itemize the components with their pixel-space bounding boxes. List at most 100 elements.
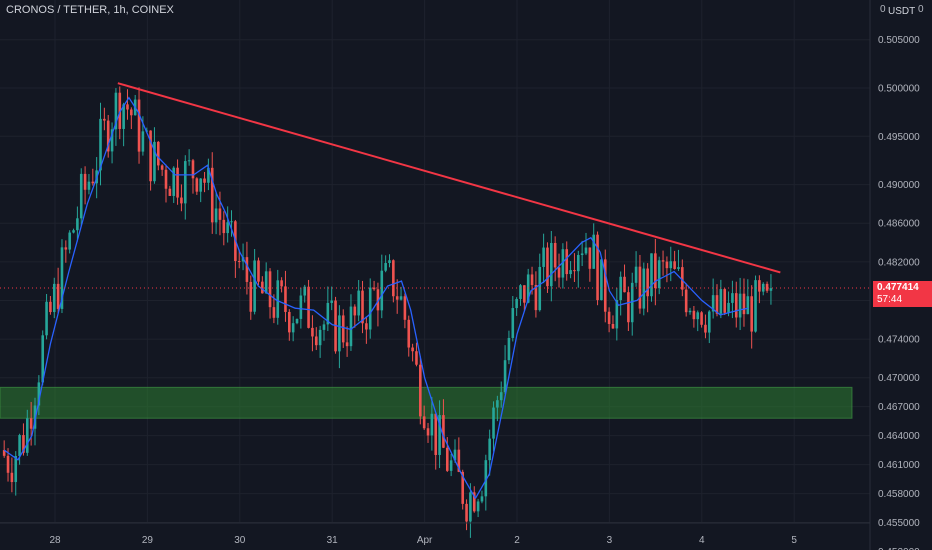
candle-body <box>195 178 199 192</box>
candle-body <box>214 208 218 223</box>
candle-body <box>461 471 464 504</box>
candle-body <box>623 276 626 293</box>
candles <box>2 86 773 538</box>
candle-body <box>684 289 688 313</box>
candle-body <box>365 323 368 330</box>
candle-body <box>368 287 372 330</box>
candle-body <box>673 261 676 269</box>
candle-body <box>349 306 353 347</box>
candle-body <box>295 318 299 324</box>
candle-body <box>149 130 152 182</box>
candle-body <box>76 218 79 231</box>
candle-body <box>291 323 295 333</box>
candle-body <box>484 460 488 497</box>
price-tick-label: 0.461000 <box>878 460 920 471</box>
candle-body <box>380 270 384 311</box>
candle-body <box>264 271 268 294</box>
candle-body <box>719 289 723 314</box>
candle-body <box>37 382 41 406</box>
candle-body <box>87 181 91 190</box>
candle-body <box>376 289 380 311</box>
candle-body <box>573 270 576 272</box>
price-axis-top-left: 0 <box>880 4 886 15</box>
candle-body <box>183 161 187 204</box>
candle-body <box>311 327 314 337</box>
candle-body <box>769 288 773 291</box>
candle-body <box>79 173 83 219</box>
candle-body <box>72 230 75 233</box>
candle-body <box>707 311 711 333</box>
price-tick-label: 0.500000 <box>878 84 920 95</box>
candle-body <box>761 283 765 292</box>
candle-body <box>330 300 333 303</box>
candle-body <box>565 249 569 275</box>
candle-body <box>627 292 630 323</box>
candle-body <box>395 296 399 300</box>
candle-body <box>284 286 287 312</box>
candle-body <box>29 418 33 429</box>
price-tick-label: 0.467000 <box>878 402 920 413</box>
candle-body <box>569 270 572 275</box>
candle-body <box>665 261 669 269</box>
price-tick-label: 0.486000 <box>878 219 920 230</box>
candle-body <box>303 286 307 296</box>
candle-body <box>584 247 588 254</box>
price-tick-label: 0.455000 <box>878 518 920 529</box>
candle-body <box>176 167 179 198</box>
price-tick-label: 0.458000 <box>878 489 920 500</box>
candle-body <box>646 268 649 297</box>
candle-body <box>114 92 118 130</box>
price-tick-label: 0.490000 <box>878 180 920 191</box>
candle-body <box>403 296 407 320</box>
currency-unit[interactable]: USDT <box>888 6 916 17</box>
candle-body <box>153 141 156 182</box>
price-tick-label: 0.470000 <box>878 373 920 384</box>
time-tick-label: 29 <box>142 535 154 546</box>
candle-body <box>164 169 168 189</box>
chart-title: CRONOS / TETHER, 1h, COINEX <box>6 4 174 16</box>
candle-body <box>384 262 387 271</box>
price-tick-label: 0.495000 <box>878 132 920 143</box>
trendline[interactable] <box>117 82 781 274</box>
moving-average-line <box>3 96 476 499</box>
candle-body <box>731 293 734 303</box>
candle-body <box>141 131 145 152</box>
candle-body <box>357 290 360 316</box>
price-tick-label: 0.505000 <box>878 35 920 46</box>
candle-body <box>2 450 6 456</box>
candle-body <box>557 267 561 278</box>
candle-body <box>249 281 253 312</box>
time-tick-label: 2 <box>514 535 520 546</box>
candle-body <box>538 266 542 311</box>
candle-body <box>488 438 491 461</box>
time-tick-label: 30 <box>234 535 246 546</box>
candle-body <box>430 413 434 436</box>
candle-body <box>519 285 522 299</box>
candle-body <box>469 492 472 522</box>
candle-body <box>542 247 545 267</box>
candle-body <box>160 165 164 170</box>
price-axis-top-right: 0 <box>918 4 924 15</box>
candle-body <box>68 232 71 250</box>
candle-body <box>515 298 518 309</box>
candle-body <box>642 268 646 309</box>
candle-body <box>457 449 461 472</box>
candle-body <box>307 286 310 328</box>
candle-body <box>52 283 56 313</box>
time-axis[interactable]: 28 29 30 31 Apr 2 3 4 5 <box>49 535 797 546</box>
candle-body <box>191 160 195 179</box>
candle-body <box>168 188 172 196</box>
candle-body <box>661 260 665 262</box>
candle-body <box>711 295 715 312</box>
candle-body <box>130 109 133 116</box>
candle-body <box>157 141 160 166</box>
candle-body <box>715 295 719 314</box>
candle-body <box>187 160 191 162</box>
candle-body <box>654 253 657 289</box>
candle-body <box>754 280 757 332</box>
candle-body <box>18 435 21 457</box>
candle-body <box>503 360 507 393</box>
moving-average-line <box>474 236 749 499</box>
